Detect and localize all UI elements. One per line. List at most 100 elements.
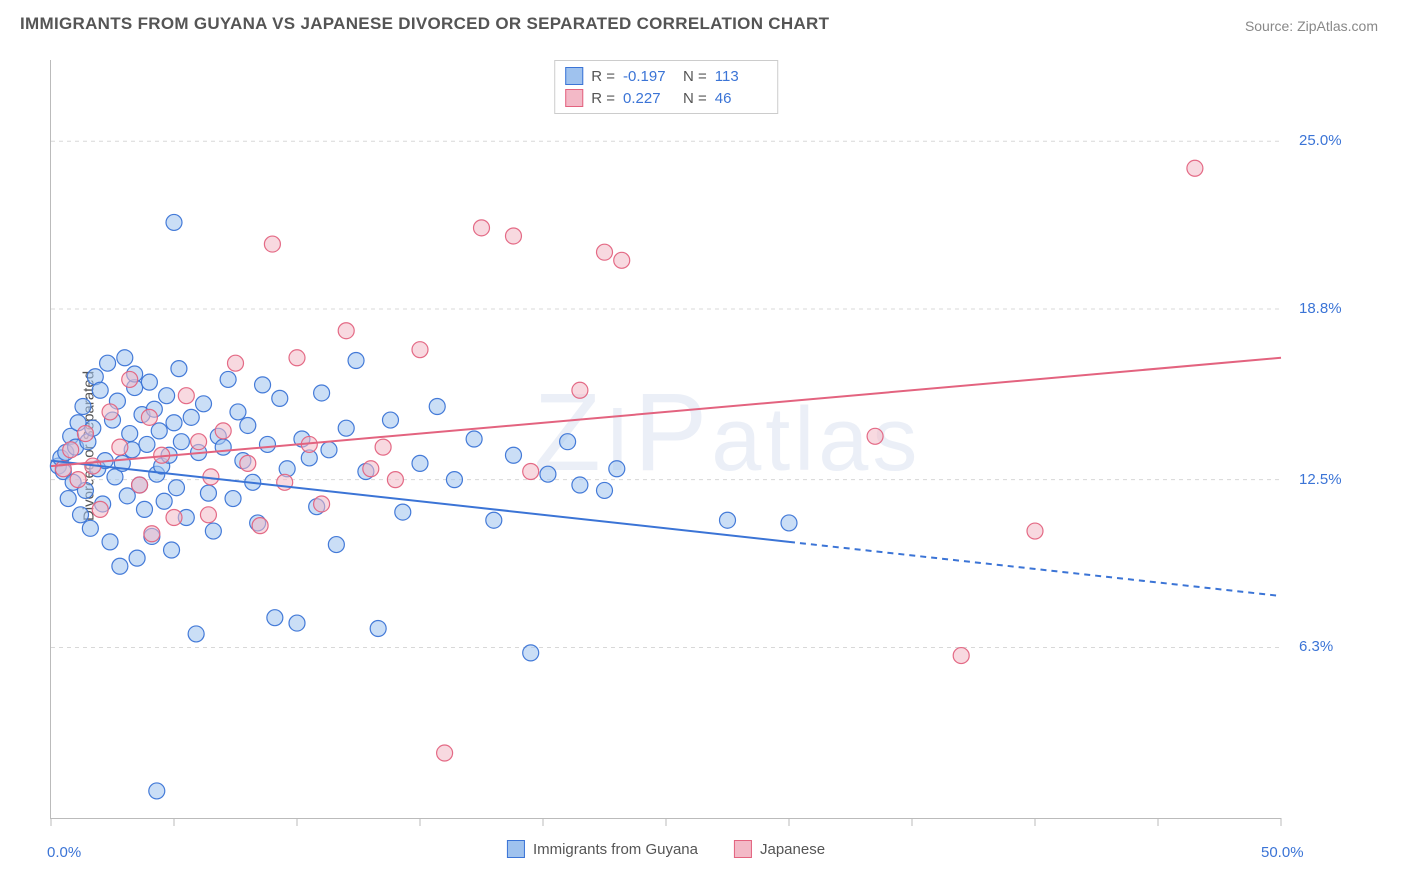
data-point xyxy=(867,428,883,444)
data-point xyxy=(240,417,256,433)
data-point xyxy=(572,477,588,493)
data-point xyxy=(82,520,98,536)
n-value-japanese: 46 xyxy=(715,90,767,107)
data-point xyxy=(328,537,344,553)
data-point xyxy=(151,423,167,439)
data-point xyxy=(149,783,165,799)
data-point xyxy=(164,542,180,558)
legend-item-japanese: Japanese xyxy=(734,840,825,858)
data-point xyxy=(437,745,453,761)
data-point xyxy=(338,420,354,436)
data-point xyxy=(183,409,199,425)
r-label: R = xyxy=(591,68,615,85)
data-point xyxy=(348,352,364,368)
data-point xyxy=(139,436,155,452)
data-point xyxy=(597,244,613,260)
data-point xyxy=(141,374,157,390)
data-point xyxy=(609,461,625,477)
data-point xyxy=(77,426,93,442)
data-point xyxy=(720,512,736,528)
data-point xyxy=(205,523,221,539)
data-point xyxy=(387,472,403,488)
data-point xyxy=(220,371,236,387)
data-point xyxy=(505,447,521,463)
legend-item-guyana: Immigrants from Guyana xyxy=(507,840,698,858)
x-min-label: 0.0% xyxy=(47,844,81,861)
data-point xyxy=(75,399,91,415)
data-point xyxy=(523,645,539,661)
data-point xyxy=(117,350,133,366)
data-point xyxy=(1027,523,1043,539)
y-tick-label: 18.8% xyxy=(1299,300,1342,317)
data-point xyxy=(240,455,256,471)
source-label: Source: xyxy=(1245,18,1293,34)
data-point xyxy=(200,507,216,523)
data-point xyxy=(92,501,108,517)
data-point xyxy=(412,342,428,358)
data-point xyxy=(159,388,175,404)
n-value-guyana: 113 xyxy=(715,68,767,85)
swatch-guyana xyxy=(507,840,525,858)
data-point xyxy=(129,550,145,566)
data-point xyxy=(953,648,969,664)
data-point xyxy=(215,439,231,455)
data-point xyxy=(73,507,89,523)
data-point xyxy=(363,461,379,477)
data-point xyxy=(255,377,271,393)
data-point xyxy=(156,493,172,509)
data-point xyxy=(228,355,244,371)
data-point xyxy=(314,385,330,401)
data-point xyxy=(178,388,194,404)
data-point xyxy=(486,512,502,528)
data-point xyxy=(141,409,157,425)
data-point xyxy=(132,477,148,493)
data-point xyxy=(166,214,182,230)
data-point xyxy=(215,423,231,439)
y-tick-label: 12.5% xyxy=(1299,471,1342,488)
data-point xyxy=(375,439,391,455)
stats-row-japanese: R = 0.227 N = 46 xyxy=(565,87,767,109)
data-point xyxy=(136,501,152,517)
data-point xyxy=(264,236,280,252)
r-value-japanese: 0.227 xyxy=(623,90,675,107)
stats-row-guyana: R = -0.197 N = 113 xyxy=(565,65,767,87)
data-point xyxy=(191,434,207,450)
data-point xyxy=(338,323,354,339)
data-point xyxy=(196,396,212,412)
data-point xyxy=(144,526,160,542)
data-point xyxy=(122,426,138,442)
data-point xyxy=(230,404,246,420)
data-point xyxy=(200,485,216,501)
y-tick-label: 6.3% xyxy=(1299,638,1333,655)
data-point xyxy=(382,412,398,428)
data-point xyxy=(60,491,76,507)
data-point xyxy=(252,518,268,534)
data-point xyxy=(614,252,630,268)
source-value: ZipAtlas.com xyxy=(1297,18,1378,34)
data-point xyxy=(166,415,182,431)
data-point xyxy=(112,439,128,455)
data-point xyxy=(102,534,118,550)
data-point xyxy=(102,404,118,420)
legend-label-guyana: Immigrants from Guyana xyxy=(533,841,698,858)
data-point xyxy=(92,382,108,398)
swatch-japanese xyxy=(565,89,583,107)
trend-line-dashed xyxy=(789,542,1281,596)
data-point xyxy=(267,610,283,626)
data-point xyxy=(188,626,204,642)
x-max-label: 50.0% xyxy=(1261,844,1304,861)
data-point xyxy=(466,431,482,447)
data-point xyxy=(63,442,79,458)
data-point xyxy=(412,455,428,471)
source-credit: Source: ZipAtlas.com xyxy=(1245,18,1378,34)
data-point xyxy=(272,390,288,406)
data-point xyxy=(314,496,330,512)
plot-svg xyxy=(51,60,1281,818)
y-tick-label: 25.0% xyxy=(1299,132,1342,149)
data-point xyxy=(112,558,128,574)
data-point xyxy=(171,361,187,377)
data-point xyxy=(446,472,462,488)
data-point xyxy=(560,434,576,450)
swatch-guyana xyxy=(565,67,583,85)
swatch-japanese xyxy=(734,840,752,858)
